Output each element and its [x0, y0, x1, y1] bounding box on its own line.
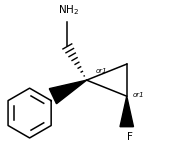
Polygon shape — [120, 96, 133, 127]
Text: F: F — [127, 132, 133, 142]
Text: NH$_2$: NH$_2$ — [58, 3, 80, 17]
Polygon shape — [49, 80, 87, 104]
Text: or1: or1 — [133, 92, 144, 98]
Text: or1: or1 — [95, 68, 107, 74]
